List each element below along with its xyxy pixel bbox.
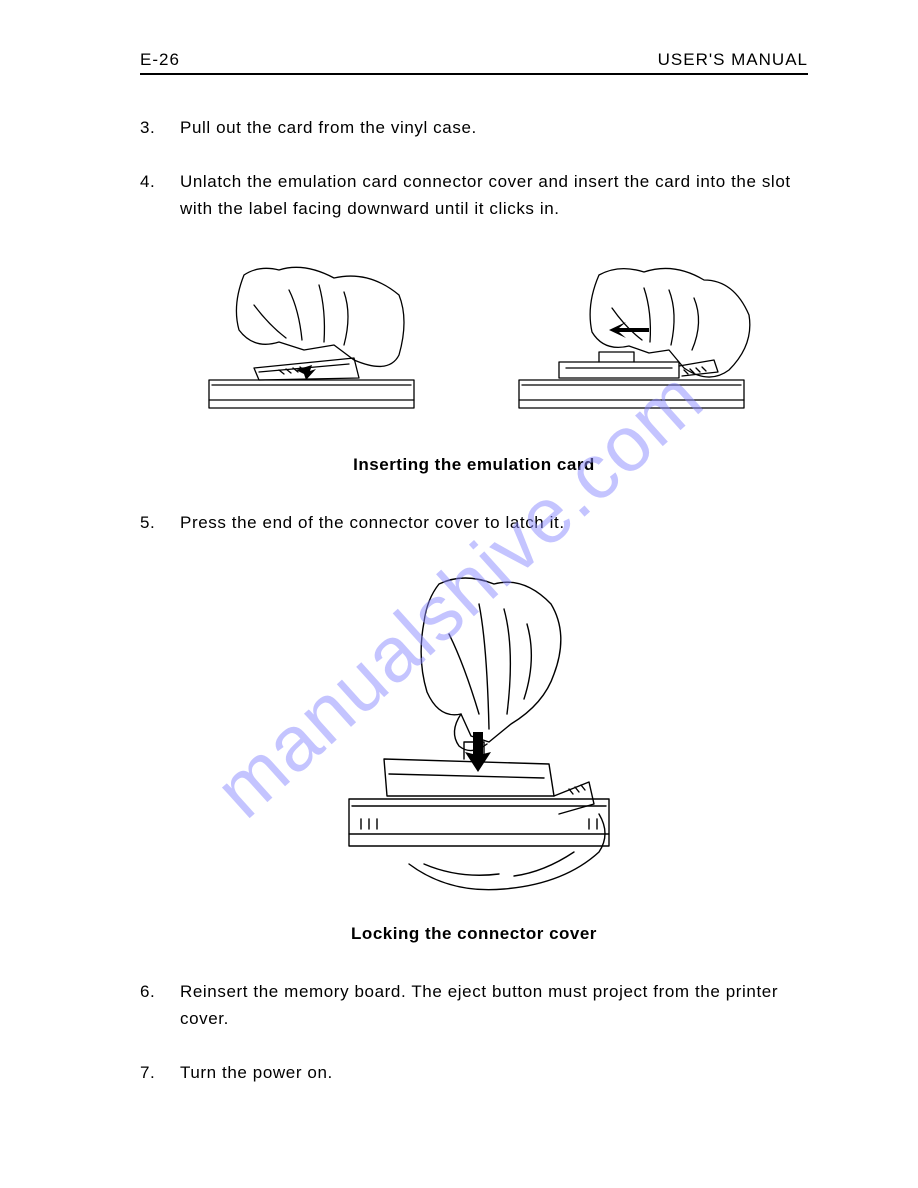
figure-insert-card <box>140 250 808 435</box>
caption-lock: Locking the connector cover <box>140 924 808 944</box>
page-header: E-26 USER'S MANUAL <box>140 50 808 75</box>
step-text: Pull out the card from the vinyl case. <box>180 115 808 141</box>
step-text: Unlatch the emulation card connector cov… <box>180 169 808 222</box>
figure-lock-cover <box>140 564 808 904</box>
step-number: 4. <box>140 169 180 222</box>
step-text: Reinsert the memory board. The eject but… <box>180 979 808 1032</box>
caption-insert: Inserting the emulation card <box>140 455 808 475</box>
illustration-lift-cover <box>184 250 434 435</box>
header-title: USER'S MANUAL <box>658 50 808 70</box>
step-number: 5. <box>140 510 180 536</box>
step-number: 6. <box>140 979 180 1032</box>
step-text: Turn the power on. <box>180 1060 808 1086</box>
step-number: 7. <box>140 1060 180 1086</box>
step-3: 3. Pull out the card from the vinyl case… <box>140 115 808 141</box>
step-text: Press the end of the connector cover to … <box>180 510 808 536</box>
step-5: 5. Press the end of the connector cover … <box>140 510 808 536</box>
page-number: E-26 <box>140 50 180 70</box>
step-6: 6. Reinsert the memory board. The eject … <box>140 979 808 1032</box>
illustration-lock-cover <box>289 564 659 904</box>
step-7: 7. Turn the power on. <box>140 1060 808 1086</box>
illustration-insert-card <box>504 250 764 435</box>
step-4: 4. Unlatch the emulation card connector … <box>140 169 808 222</box>
manual-page: E-26 USER'S MANUAL 3. Pull out the card … <box>0 0 918 1188</box>
step-number: 3. <box>140 115 180 141</box>
